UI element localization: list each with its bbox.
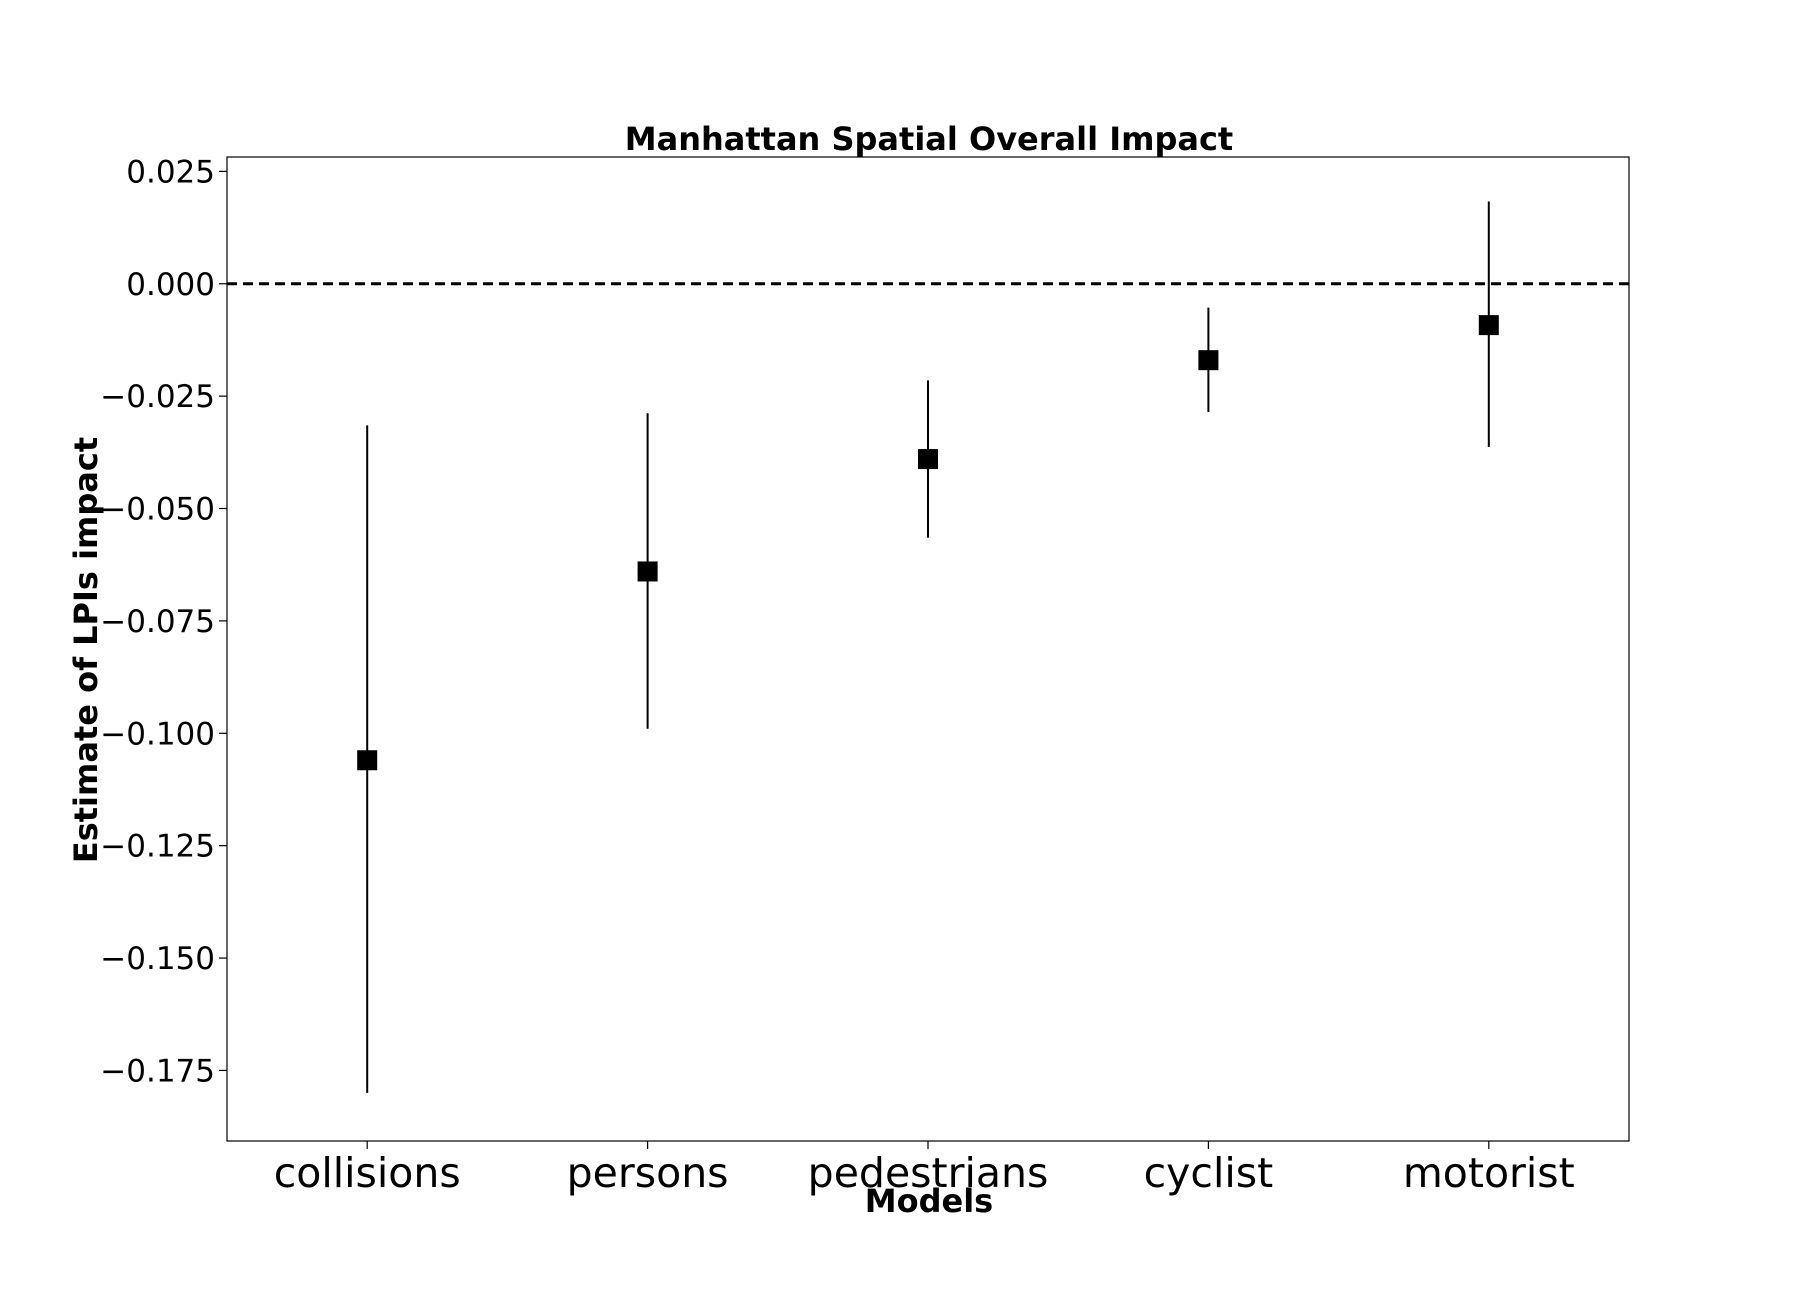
data-point [357, 750, 378, 771]
x-tick-label: motorist [1403, 1149, 1575, 1197]
y-tick-label: 0.000 [126, 267, 215, 303]
chart-title: Manhattan Spatial Overall Impact [625, 120, 1233, 158]
y-tick-label: −0.150 [100, 941, 215, 977]
x-tick-label: pedestrians [808, 1149, 1049, 1197]
x-tick-label: cyclist [1144, 1149, 1274, 1197]
data-point [918, 449, 938, 470]
y-axis-label: Estimate of LPIs impact [67, 437, 105, 863]
data-point [1198, 350, 1219, 371]
y-tick-label: −0.100 [100, 716, 215, 752]
y-tick-label: −0.050 [100, 492, 215, 528]
y-tick-label: −0.025 [100, 379, 215, 415]
y-tick-label: −0.075 [100, 604, 215, 640]
x-axis-label: Models [865, 1182, 993, 1220]
x-tick-label: collisions [274, 1149, 461, 1197]
plot-frame [226, 156, 1630, 1142]
y-tick-label: −0.125 [100, 829, 215, 865]
plot-area: 0.025 0.000 −0.025 −0.050 −0.075 −0.100 −0.125… [100, 154, 1630, 1197]
data-point [1478, 315, 1499, 336]
x-tick-label: persons [567, 1149, 729, 1197]
y-tick-label: 0.025 [126, 154, 215, 190]
data-point [637, 561, 658, 582]
y-tick-label: −0.175 [100, 1053, 215, 1089]
